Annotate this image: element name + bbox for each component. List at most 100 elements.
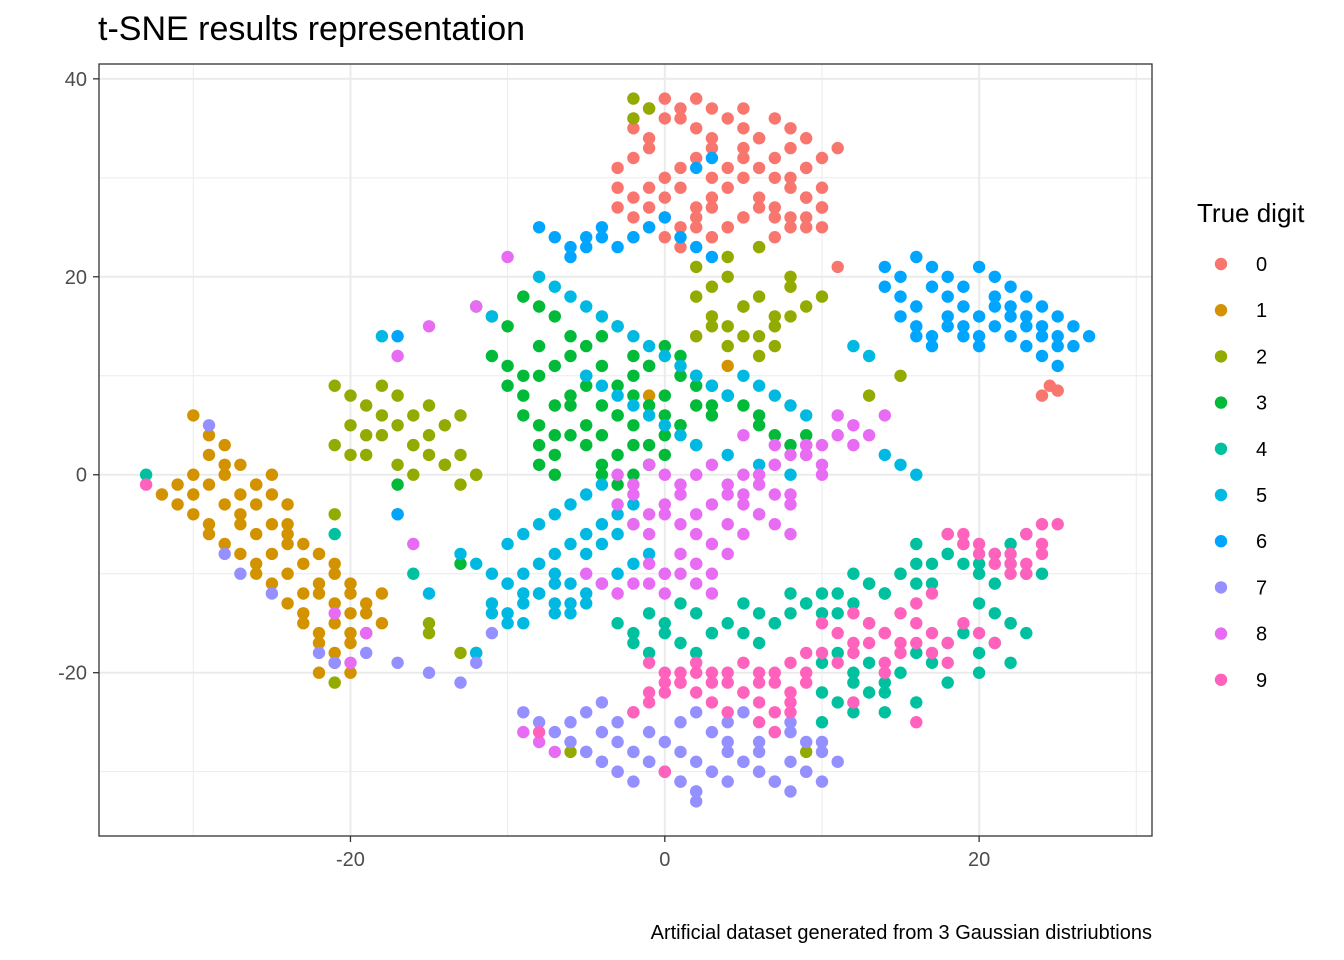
- data-point: [925, 577, 939, 590]
- data-point: [532, 438, 546, 452]
- data-point: [517, 409, 530, 422]
- data-point: [784, 587, 797, 600]
- data-point: [595, 755, 609, 768]
- data-point: [1004, 557, 1017, 570]
- data-point: [878, 448, 891, 462]
- data-point: [548, 567, 561, 580]
- data-point: [941, 320, 954, 333]
- data-point: [737, 527, 750, 541]
- data-point: [674, 597, 687, 610]
- data-point: [517, 597, 530, 610]
- data-point: [752, 458, 766, 471]
- data-point: [344, 656, 357, 669]
- data-point: [470, 656, 483, 669]
- data-point: [957, 527, 970, 541]
- data-point: [862, 429, 876, 442]
- data-point: [580, 369, 593, 382]
- data-point: [988, 577, 1001, 590]
- data-point: [501, 320, 514, 333]
- data-point: [627, 211, 640, 224]
- data-point: [611, 617, 624, 630]
- data-point: [690, 468, 703, 481]
- data-point: [988, 607, 1001, 620]
- data-point: [312, 666, 326, 679]
- data-point: [800, 221, 813, 234]
- data-point: [690, 686, 703, 699]
- legend-label: 9: [1256, 670, 1267, 692]
- data-point: [281, 518, 294, 531]
- data-point: [328, 607, 341, 620]
- data-point: [878, 260, 891, 274]
- data-point: [910, 468, 923, 481]
- data-point: [1067, 339, 1080, 353]
- data-point: [187, 488, 200, 501]
- data-point: [548, 547, 561, 561]
- data-point: [674, 369, 687, 382]
- data-point: [705, 231, 719, 244]
- data-point: [485, 567, 499, 580]
- data-point: [517, 369, 530, 382]
- data-point: [391, 330, 404, 343]
- data-point: [1067, 320, 1080, 333]
- data-point: [862, 349, 876, 363]
- y-tick-label: 0: [76, 465, 87, 487]
- data-point: [202, 527, 216, 541]
- data-point: [674, 775, 687, 788]
- data-point: [705, 102, 719, 115]
- data-point: [910, 716, 923, 729]
- data-point: [470, 646, 483, 660]
- data-point: [658, 587, 671, 600]
- data-point: [815, 151, 829, 165]
- legend-key-7: [1214, 581, 1228, 594]
- data-point: [972, 547, 986, 561]
- data-point: [941, 656, 954, 669]
- data-point: [957, 280, 970, 293]
- data-point: [784, 785, 797, 798]
- data-point: [658, 112, 671, 125]
- legend-key-9: [1214, 673, 1228, 686]
- data-point: [878, 666, 891, 679]
- data-point: [705, 409, 719, 422]
- data-point: [422, 399, 436, 412]
- legend-label: 5: [1256, 485, 1267, 507]
- data-point: [281, 567, 294, 580]
- data-point: [564, 498, 577, 511]
- data-point: [957, 300, 970, 313]
- data-point: [972, 666, 986, 679]
- data-point: [784, 438, 797, 452]
- data-point: [470, 300, 483, 313]
- data-point: [454, 478, 467, 491]
- data-point: [721, 716, 734, 729]
- data-point: [690, 527, 703, 541]
- data-point: [847, 676, 860, 689]
- data-point: [721, 339, 734, 353]
- y-tick-label: -20: [58, 663, 87, 685]
- y-tick-label: 40: [65, 69, 87, 91]
- data-point: [642, 409, 656, 422]
- data-point: [690, 795, 703, 808]
- data-point: [658, 349, 671, 363]
- data-point: [202, 429, 216, 442]
- data-point: [784, 686, 797, 699]
- data-point: [690, 379, 703, 392]
- data-point: [642, 686, 656, 699]
- data-point: [297, 537, 310, 551]
- data-point: [972, 597, 986, 610]
- data-point: [831, 587, 844, 600]
- data-point: [894, 646, 907, 660]
- data-point: [250, 527, 263, 541]
- data-point: [784, 211, 797, 224]
- data-point: [690, 508, 703, 521]
- data-point: [1020, 527, 1033, 541]
- data-point: [690, 201, 703, 214]
- data-point: [674, 636, 687, 650]
- data-point: [642, 201, 656, 214]
- data-point: [595, 478, 609, 491]
- data-point: [815, 438, 829, 452]
- data-point: [611, 587, 624, 600]
- data-point: [690, 92, 703, 105]
- data-point: [595, 696, 609, 709]
- data-point: [627, 191, 640, 204]
- data-point: [642, 221, 656, 234]
- data-point: [768, 429, 781, 442]
